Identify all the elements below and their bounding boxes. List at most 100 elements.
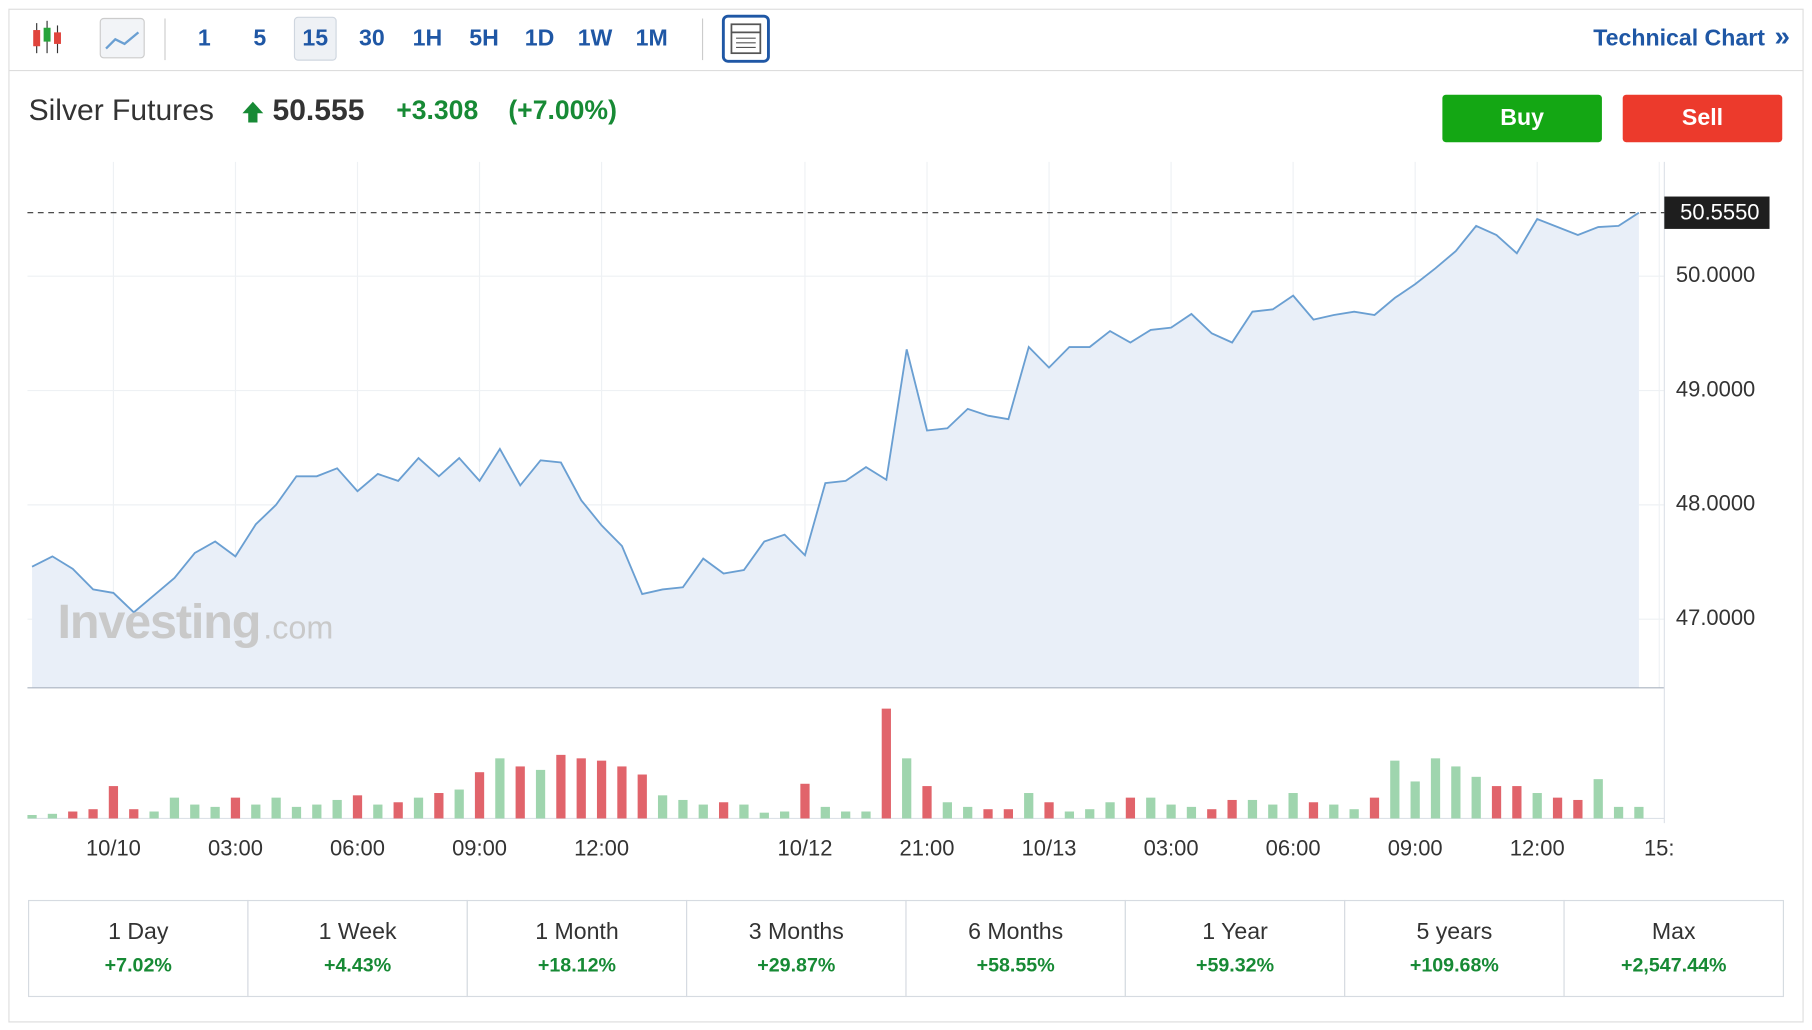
- volume-bar: [434, 793, 444, 819]
- volume-bar: [1064, 811, 1075, 819]
- y-tick-label: 49.0000: [1676, 376, 1755, 401]
- volume-bar: [88, 809, 98, 819]
- period-label[interactable]: Max: [1652, 918, 1696, 944]
- candle-icon[interactable]: [33, 20, 61, 54]
- period-cell[interactable]: [686, 899, 907, 998]
- interval[interactable]: 15: [302, 24, 328, 50]
- volume-bar: [780, 811, 790, 819]
- layout-icon[interactable]: [721, 14, 770, 63]
- x-tick-label: 06:00: [330, 835, 385, 860]
- period-change[interactable]: +59.32%: [1196, 955, 1274, 977]
- volume-bar: [251, 804, 261, 819]
- period-table: 1 Day +7.02% 1 Week +4.43% 1 Month +18.12% 3 M…: [28, 899, 1784, 998]
- period-cell[interactable]: [1563, 899, 1784, 998]
- period-change[interactable]: +18.12%: [538, 955, 616, 977]
- volume-bar: [861, 811, 871, 819]
- line-icon[interactable]: [99, 17, 145, 59]
- volume-bar: [1308, 802, 1319, 819]
- interval[interactable]: 1H: [413, 24, 443, 50]
- volume-bar: [759, 812, 769, 819]
- period-label[interactable]: 1 Year: [1202, 918, 1268, 944]
- interval[interactable]: 1M: [636, 24, 668, 50]
- period-change[interactable]: +4.43%: [324, 955, 391, 977]
- volume-bar: [678, 799, 688, 819]
- volume-bar: [535, 769, 546, 819]
- volume-bar: [922, 786, 932, 819]
- volume-bar: [576, 758, 586, 819]
- volume-bar: [474, 772, 485, 819]
- period-cell[interactable]: [247, 899, 468, 998]
- period-label[interactable]: 1 Month: [535, 918, 619, 944]
- volume-bar: [800, 783, 810, 819]
- change: +3.308: [396, 95, 478, 125]
- period-change[interactable]: +29.87%: [757, 955, 835, 977]
- volume-bar: [739, 804, 749, 819]
- price-line: [31, 211, 1640, 614]
- volume-bar: [1532, 793, 1542, 819]
- period-cell[interactable]: [28, 899, 249, 998]
- volume-bar: [617, 766, 627, 819]
- interval[interactable]: 30: [359, 24, 385, 50]
- buy-label[interactable]: Buy: [1500, 104, 1544, 130]
- link-arrow[interactable]: »: [1775, 20, 1790, 51]
- x-tick-label: 03:00: [208, 835, 263, 860]
- x-tick-label: 12:00: [574, 835, 629, 860]
- volume-bar: [1634, 806, 1644, 819]
- volume-bar: [169, 797, 180, 819]
- technical-chart-link[interactable]: Technical Chart: [1593, 24, 1765, 50]
- x-tick-label: 03:00: [1144, 835, 1199, 860]
- buy-button[interactable]: [1442, 94, 1602, 143]
- volume-bar: [1430, 758, 1441, 819]
- volume-bar: [881, 708, 891, 819]
- chart: 47.0000 48.0000 49.0000 50.0000 10/10 03:00 06…: [27, 161, 1770, 860]
- sell-button[interactable]: [1622, 94, 1783, 143]
- volume-bar: [312, 804, 322, 819]
- period-cell[interactable]: [1344, 899, 1565, 998]
- sell-label[interactable]: Sell: [1682, 104, 1723, 130]
- volume-bar: [68, 811, 78, 819]
- period-cell[interactable]: [1124, 899, 1346, 998]
- x-tick-label: 21:00: [900, 835, 955, 860]
- volume-bar: [718, 802, 729, 819]
- volume-bar: [1390, 760, 1400, 819]
- period-cell[interactable]: [905, 899, 1126, 998]
- x-tick-label: 15:: [1644, 835, 1675, 860]
- instrument-name: Silver Futures: [29, 94, 214, 127]
- volume-bar: [352, 795, 363, 819]
- volume-bar: [1349, 809, 1359, 819]
- period-label[interactable]: 1 Week: [319, 918, 397, 944]
- interval[interactable]: 5: [253, 24, 266, 50]
- period-label[interactable]: 1 Day: [108, 918, 169, 944]
- period-change[interactable]: +109.68%: [1410, 955, 1499, 977]
- period-label[interactable]: 3 Months: [749, 918, 844, 944]
- interval[interactable]: 1D: [525, 24, 555, 50]
- period-change[interactable]: +2,547.44%: [1621, 955, 1726, 977]
- volume-bar: [1227, 799, 1237, 819]
- period-change[interactable]: +58.55%: [977, 955, 1055, 977]
- interval[interactable]: 5H: [469, 24, 499, 50]
- x-tick-label: 10/10: [86, 835, 141, 860]
- volume-bar: [983, 809, 993, 819]
- volume-bar: [1573, 799, 1583, 819]
- period-cell[interactable]: [466, 899, 688, 998]
- x-tick-label: 12:00: [1510, 835, 1565, 860]
- volume-bar: [698, 804, 708, 819]
- period-change[interactable]: +7.02%: [105, 955, 172, 977]
- period-label[interactable]: 6 Months: [968, 918, 1063, 944]
- volume-bar: [1552, 797, 1563, 819]
- volume-bar: [1369, 797, 1380, 819]
- interval[interactable]: 1: [198, 24, 211, 50]
- volume-bar: [1268, 804, 1278, 819]
- watermark-suffix: .com: [263, 610, 333, 646]
- volume-bar: [1613, 806, 1624, 819]
- interval-selected[interactable]: [293, 16, 337, 61]
- volume-bar: [902, 758, 912, 819]
- price: 50.555: [273, 94, 365, 127]
- interval[interactable]: 1W: [578, 24, 613, 50]
- volume-bar: [230, 797, 241, 819]
- period-label[interactable]: 5 years: [1416, 918, 1492, 944]
- volume-bar: [1512, 786, 1522, 819]
- volume-bar: [841, 811, 851, 819]
